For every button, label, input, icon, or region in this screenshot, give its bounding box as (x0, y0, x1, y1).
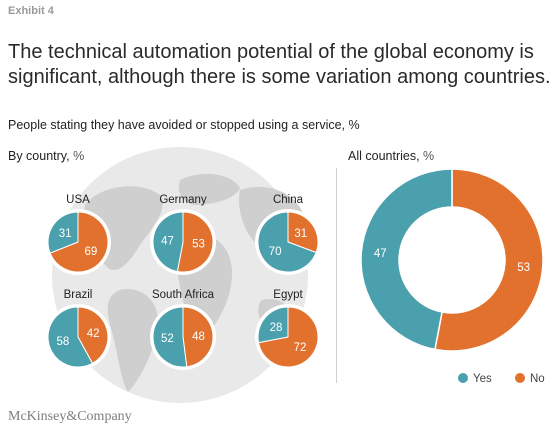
pie-value-yes: 52 (161, 333, 174, 345)
pie-value-yes: 28 (270, 322, 283, 334)
pie-slice-yes (47, 306, 94, 368)
legend-label-yes: Yes (473, 373, 492, 385)
donut-slice-yes (360, 168, 453, 351)
chart-legend: Yes No (458, 373, 545, 385)
pie-slice-no (176, 211, 214, 273)
pie-value-no: 53 (192, 238, 205, 250)
exhibit-label: Exhibit 4 (8, 5, 54, 17)
country-pie-2: China 31 70 (255, 194, 321, 275)
country-pie-label: South Africa (152, 289, 215, 301)
all-countries-label-text: All countries, (348, 149, 420, 163)
pie-value-no: 42 (87, 328, 100, 340)
all-countries-donut: 53 47 (360, 168, 544, 352)
pie-value-yes: 70 (269, 246, 282, 258)
pie-slice-yes (47, 211, 79, 254)
pie-value-no: 48 (192, 331, 205, 343)
pie-value-no: 69 (85, 246, 98, 258)
donut-slice-no (434, 168, 544, 352)
all-countries-label: All countries, % (348, 149, 434, 163)
country-pie-label: China (273, 194, 304, 206)
legend-swatch-no (515, 373, 525, 383)
donut-value-yes: 47 (374, 248, 387, 260)
footer-brand: McKinsey&Company (8, 409, 132, 424)
pie-slice-no (49, 211, 109, 273)
by-country-label: By country, % (8, 149, 84, 163)
pie-slice-yes (152, 211, 184, 273)
by-country-label-text: By country, (8, 149, 70, 163)
pie-slice-no (182, 306, 214, 368)
country-pie-0: USA 69 31 (45, 194, 111, 275)
pie-value-yes: 47 (161, 236, 174, 248)
all-countries-unit: % (423, 149, 435, 163)
by-country-unit: % (73, 149, 85, 163)
country-pie-5: Egypt 72 28 (255, 289, 321, 370)
pie-value-yes: 58 (56, 336, 69, 348)
legend-label-no: No (530, 373, 545, 385)
pie-value-yes: 31 (59, 228, 72, 240)
legend-swatch-yes (458, 373, 468, 383)
pie-value-no: 72 (294, 342, 307, 354)
country-pie-label: Egypt (273, 289, 303, 301)
pie-slice-yes (257, 306, 289, 344)
pie-slice-yes (257, 211, 317, 273)
country-pie-label: Brazil (64, 289, 93, 301)
country-pie-3: Brazil 42 58 (45, 289, 111, 370)
pie-slice-no (287, 211, 319, 254)
page-title: The technical automation potential of th… (8, 41, 551, 88)
country-pie-1: Germany 53 47 (150, 194, 216, 275)
pie-slice-no (77, 306, 109, 364)
country-pie-4: South Africa 48 52 (150, 289, 216, 370)
country-pie-label: USA (66, 194, 90, 206)
panel-divider (336, 168, 337, 383)
country-pies: USA 69 31 Germany 53 47 China 31 70 Brazil 42 58 Sou… (45, 194, 321, 370)
pie-value-no: 31 (294, 228, 307, 240)
donut-value-no: 53 (517, 262, 530, 274)
pie-slice-yes (152, 306, 188, 368)
chart-subtitle: People stating they have avoided or stop… (8, 118, 360, 132)
country-pie-label: Germany (159, 194, 207, 206)
